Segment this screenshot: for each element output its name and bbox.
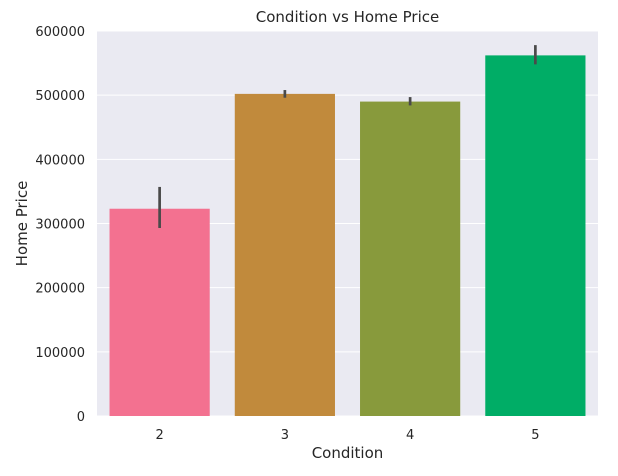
bar <box>360 101 461 416</box>
y-tick-label: 600000 <box>35 25 85 40</box>
y-tick-label: 100000 <box>35 346 85 361</box>
x-tick-label: 4 <box>406 428 414 443</box>
y-axis-label: Home Price <box>13 181 31 267</box>
error-bars <box>158 45 537 228</box>
y-tick-label: 0 <box>77 410 85 425</box>
y-tick-label: 400000 <box>35 153 85 168</box>
y-axis-ticks: 0 100000 200000 300000 400000 500000 600000 <box>35 25 85 425</box>
y-tick-label: 300000 <box>35 218 85 233</box>
chart-title: Condition vs Home Price <box>256 8 439 26</box>
bar <box>234 93 335 416</box>
x-tick-label: 2 <box>155 428 163 443</box>
bar <box>109 208 210 416</box>
bar <box>485 55 586 417</box>
x-axis-ticks: 2 3 4 5 <box>155 428 539 443</box>
bars <box>109 55 586 417</box>
y-tick-label: 500000 <box>35 89 85 104</box>
x-axis-label: Condition <box>312 444 384 462</box>
x-tick-label: 5 <box>531 428 539 443</box>
y-tick-label: 200000 <box>35 282 85 297</box>
x-tick-label: 3 <box>281 428 289 443</box>
